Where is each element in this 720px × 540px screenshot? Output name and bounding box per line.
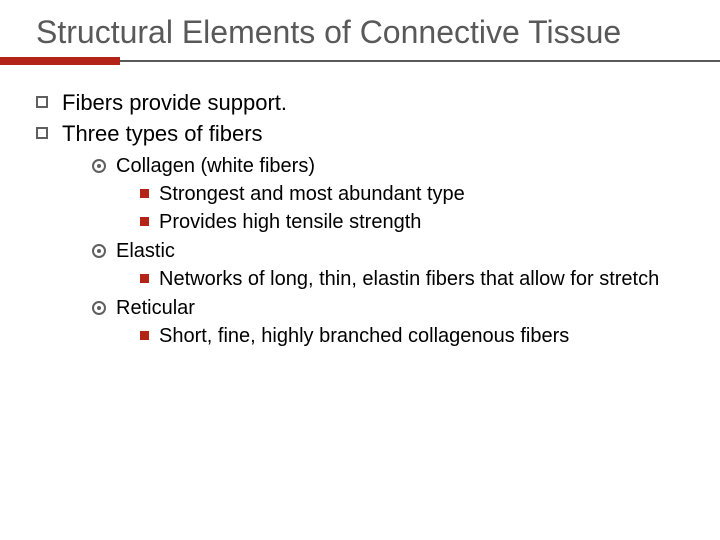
level2-text: Collagen (white fibers) [116,155,315,177]
filled-square-bullet-icon [140,331,149,340]
level3-list: Short, fine, highly branched collagenous… [140,323,569,349]
level3-list: Strongest and most abundant type Provide… [140,181,465,235]
level1-text: Three types of fibers [62,120,263,148]
level1-list: Fibers provide support. Three types of f… [36,89,684,148]
target-bullet-icon [92,301,106,315]
divider-bar [120,60,720,62]
level2-body: Elastic Networks of long, thin, elastin … [116,239,659,294]
target-bullet-icon [92,159,106,173]
filled-square-bullet-icon [140,274,149,283]
list-item: Elastic Networks of long, thin, elastin … [92,239,684,294]
title-rule [36,57,684,67]
filled-square-bullet-icon [140,217,149,226]
square-bullet-icon [36,127,48,139]
level3-list: Networks of long, thin, elastin fibers t… [140,266,659,292]
list-item: Short, fine, highly branched collagenous… [140,323,569,349]
level3-text: Networks of long, thin, elastin fibers t… [159,266,659,292]
level2-text: Reticular [116,297,195,319]
level3-text: Provides high tensile strength [159,209,421,235]
list-item: Collagen (white fibers) Strongest and mo… [92,154,684,237]
list-item: Reticular Short, fine, highly branched c… [92,296,684,351]
filled-square-bullet-icon [140,189,149,198]
list-item: Provides high tensile strength [140,209,465,235]
level3-text: Strongest and most abundant type [159,181,465,207]
level2-list: Collagen (white fibers) Strongest and mo… [92,154,684,351]
level2-body: Collagen (white fibers) Strongest and mo… [116,154,465,237]
level3-text: Short, fine, highly branched collagenous… [159,323,569,349]
level2-wrap: Collagen (white fibers) Strongest and mo… [36,154,684,351]
page-title: Structural Elements of Connective Tissue [36,14,684,51]
level3-wrap: Short, fine, highly branched collagenous… [116,323,569,349]
list-item: Fibers provide support. [36,89,684,117]
target-bullet-icon [92,244,106,258]
content-area: Fibers provide support. Three types of f… [36,89,684,351]
accent-bar [0,57,120,65]
level1-text: Fibers provide support. [62,89,287,117]
square-bullet-icon [36,96,48,108]
level2-text: Elastic [116,240,175,262]
level2-body: Reticular Short, fine, highly branched c… [116,296,569,351]
list-item: Networks of long, thin, elastin fibers t… [140,266,659,292]
level3-wrap: Strongest and most abundant type Provide… [116,181,465,235]
list-item: Strongest and most abundant type [140,181,465,207]
level3-wrap: Networks of long, thin, elastin fibers t… [116,266,659,292]
list-item: Three types of fibers [36,120,684,148]
slide: Structural Elements of Connective Tissue… [0,0,720,540]
